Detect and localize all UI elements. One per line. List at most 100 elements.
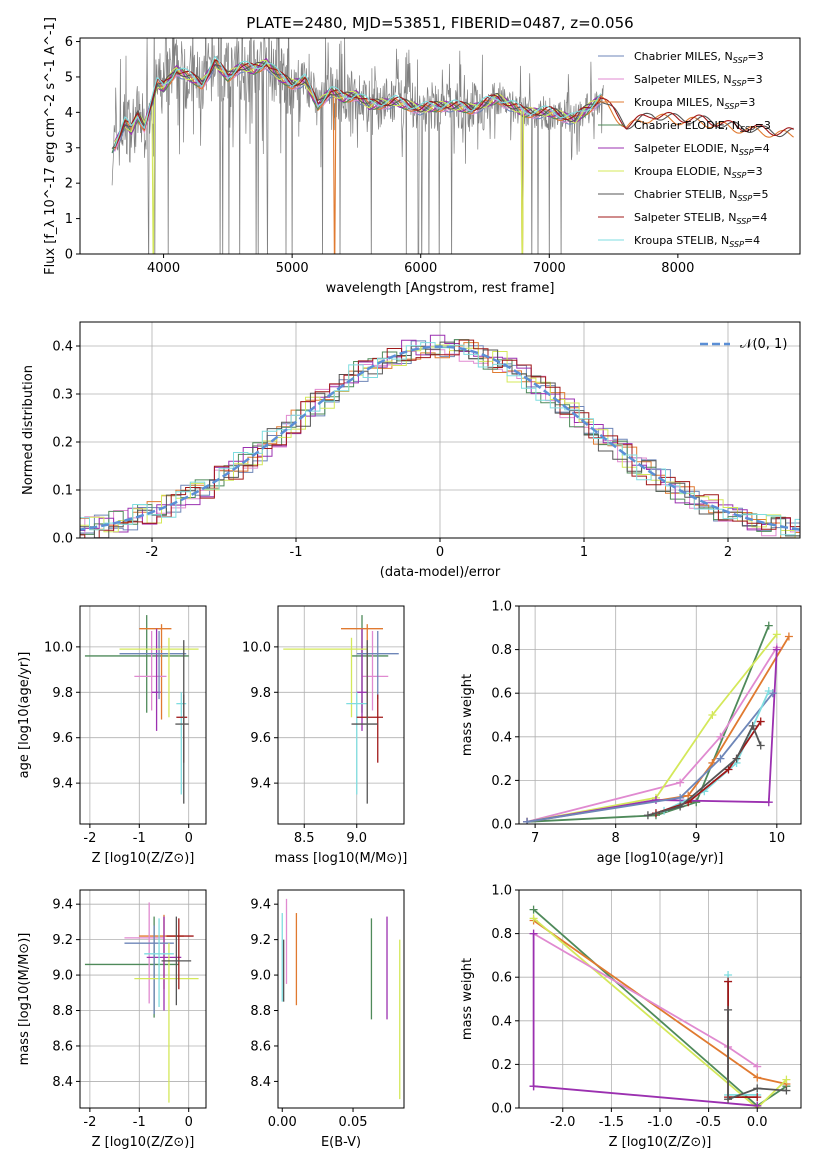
legend-sub: SSP [738,194,753,203]
y-tick-label: 9.2 [52,933,73,948]
weight-curve [655,720,762,814]
legend-sub: SSP [732,79,747,88]
figure-title: PLATE=2480, MJD=53851, FIBERID=0487, z=0… [246,14,633,32]
weight-marker [764,798,773,807]
weight-marker [676,802,685,811]
x-tick-label: 7 [531,831,539,846]
weight-marker [748,721,757,730]
weight-marker [529,929,538,938]
x-tick-label: -2.0 [550,1115,575,1130]
weight-marker [784,632,793,641]
plot-content [529,905,791,1108]
weight-marker [768,689,777,698]
data-point [356,630,399,700]
weight-curve [533,1085,758,1107]
weight-marker [772,630,781,639]
data-point [161,916,192,1006]
x-axis-label: Z [log10(Z/Z⊙)] [609,1135,712,1150]
x-tick-label: 7000 [533,261,566,276]
y-tick-label: 0.4 [491,730,512,745]
weight-marker [716,732,725,741]
x-tick-label: -2 [83,831,96,846]
y-tick-label: 8.8 [250,1004,271,1019]
age-vs-mass-plot: 8.5 9.0 9.4 9.6 9.8 10.0 mass [log10(M/M⊙)] [242,605,408,866]
legend-entry: Kroupa MILES, NSSP=3 [634,96,755,111]
legend-name: Chabrier ELODIE [634,119,725,132]
y-tick-label: 0.2 [491,774,512,789]
x-tick-label: -1.0 [647,1115,672,1130]
data-point [346,692,368,795]
y-tick-label: 9.0 [52,969,73,984]
weight-marker [724,1095,733,1104]
x-tick-label: 8.5 [294,831,315,846]
mass-vs-extinction-plot: 0.00 0.05 8.4 8.6 8.8 9.0 9.2 9.4 E(B-V) [250,889,405,1150]
y-tick-label: 0.8 [491,643,512,658]
weight-curve [526,646,778,823]
y-tick-label: 4 [65,106,73,121]
weight-marker [643,811,652,820]
y-axis-label: mass weight [460,958,475,1040]
legend-sep: , N [725,119,740,132]
weight-marker [523,817,532,824]
y-tick-label: 0.3 [52,388,73,403]
x-tick-label: 0 [185,831,193,846]
legend-eq: = [744,234,753,247]
legend-eq: = [752,188,761,201]
residual-histogram-plot: -2 -1 0 1 2 0.0 0.1 0.2 0.3 0.4 (data-model)/error… [21,321,801,580]
axes-frame [79,889,207,1109]
data-point [356,628,368,731]
x-tick-label: 6000 [404,261,437,276]
x-axis-label: mass [log10(M/M⊙)] [275,851,408,866]
model-spectrum [114,57,601,142]
legend-name: Salpeter MILES [634,73,716,86]
weight-marker [753,1093,762,1102]
weight-marker [732,754,741,763]
weight-marker [529,905,538,914]
y-tick-label: 10.0 [44,640,73,655]
legend-sub: SSP [724,102,739,111]
weight-marker [724,765,733,774]
legend-eq: = [751,211,760,224]
y-tick-label: 8.8 [52,1004,73,1019]
x-tick-label: 0 [185,1115,193,1130]
x-tick-label: 0.0 [747,1115,768,1130]
legend-name: Salpeter ELODIE [634,142,724,155]
weight-marker [764,687,773,696]
x-tick-label: 0.00 [268,1115,297,1130]
legend-entry: Salpeter ELODIE, NSSP=4 [634,142,770,157]
weight-marker [676,778,685,787]
x-tick-label: 1 [580,545,588,560]
y-tick-label: 9.4 [250,777,271,792]
legend-nssp: 4 [753,234,760,247]
y-tick-label: 0.8 [491,927,512,942]
y-tick-label: 9.6 [52,731,73,746]
x-tick-label: -2 [146,545,159,560]
legend-sub: SSP [739,148,754,157]
weight-marker [782,1075,791,1084]
legend-nssp: 3 [756,73,763,86]
residual-histogram [80,341,800,538]
weight-marker [529,1082,538,1091]
legend-entry: Kroupa STELIB, NSSP=4 [634,234,760,249]
data-point [283,637,368,718]
legend-entry: 𝒩(0, 1) [740,337,787,352]
legend-nssp: 4 [760,211,767,224]
weight-marker [651,796,660,805]
model-spectrum [111,59,601,153]
x-axis-label: Z [log10(Z/Z⊙)] [92,1135,195,1150]
y-tick-label: 9.2 [250,933,271,948]
model-spectrum [114,55,602,148]
weight-marker [782,1086,791,1095]
weight-marker [724,977,733,986]
age-vs-metallicity-plot: -2 -1 0 9.4 9.6 9.8 10.0 Z [log10(Z/Z⊙)] age [lo… [17,605,207,866]
legend-sub: SSP [732,171,747,180]
x-tick-label: 0.05 [339,1115,368,1130]
legend-sep: , N [718,50,733,63]
data-point [351,640,378,804]
legend-nssp: 3 [764,119,771,132]
y-tick-label: 9.8 [52,686,73,701]
weight-marker [716,754,725,763]
weight-marker [753,1084,762,1093]
data-point [124,925,174,1015]
weight-marker [708,711,717,719]
